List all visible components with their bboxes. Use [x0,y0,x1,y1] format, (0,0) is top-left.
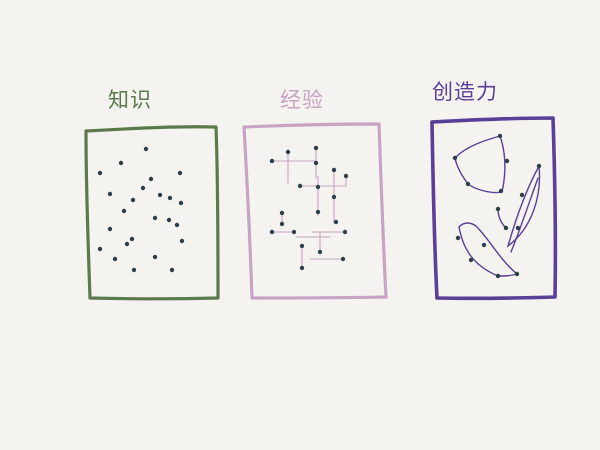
node-dot [504,158,510,164]
node-dot [167,195,173,201]
node-dot [315,184,321,190]
node-dot [179,238,185,244]
node-dot [468,257,474,263]
node-dot [279,221,285,227]
node-dot [313,145,319,151]
node-dot [342,229,348,235]
node-dot [452,155,458,161]
experience-connections [271,147,347,269]
node-dot [514,271,520,277]
node-dot [515,225,521,231]
node-dot [333,219,339,225]
creativity-shapes [454,135,541,277]
node-dot [299,265,305,271]
node-dot [130,197,136,203]
node-dot [174,222,180,228]
node-dot [121,208,127,214]
node-dot [331,194,337,200]
node-dot [279,210,285,216]
node-dot [285,149,291,155]
knowledge-frame [84,125,220,301]
panel-title-creativity: 创造力 [432,80,498,104]
node-dot [177,170,183,176]
node-dot [107,226,113,232]
node-dot [299,243,305,249]
panel-title-experience: 经验 [280,88,324,112]
node-dot [291,229,297,235]
node-dot [297,183,303,189]
node-dot [107,191,113,197]
node-dot [313,160,319,166]
node-dot [497,133,503,139]
node-dot [152,254,158,260]
knowledge-dots [97,146,185,273]
node-dot [129,236,135,242]
node-dot [343,173,349,179]
node-dot [315,209,321,215]
node-dot [124,241,130,247]
panel-title-knowledge: 知识 [108,88,152,112]
node-dot [481,242,487,248]
node-dot [140,185,146,191]
node-dot [178,200,184,206]
node-dot [97,170,103,176]
node-dot [317,249,323,255]
node-dot [157,192,163,198]
node-dot [331,167,337,173]
node-dot [519,192,525,198]
node-dot [536,163,542,169]
node-dot [503,225,509,231]
node-dot [465,181,471,187]
node-dot [148,176,154,182]
node-dot [498,188,504,194]
node-dot [166,217,172,223]
creativity-frame [430,116,558,301]
node-dot [495,273,501,279]
node-dot [495,206,501,212]
node-dot [455,235,461,241]
experience-frame [242,122,388,300]
node-dot [131,267,137,273]
node-dot [340,256,346,262]
node-dot [97,246,103,252]
node-dot [143,146,149,152]
experience-dots [269,145,349,271]
node-dot [169,267,175,273]
node-dot [269,158,275,164]
node-dot [118,160,124,166]
creativity-dots [452,133,542,279]
node-dot [112,256,118,262]
node-dot [152,215,158,221]
node-dot [269,229,275,235]
